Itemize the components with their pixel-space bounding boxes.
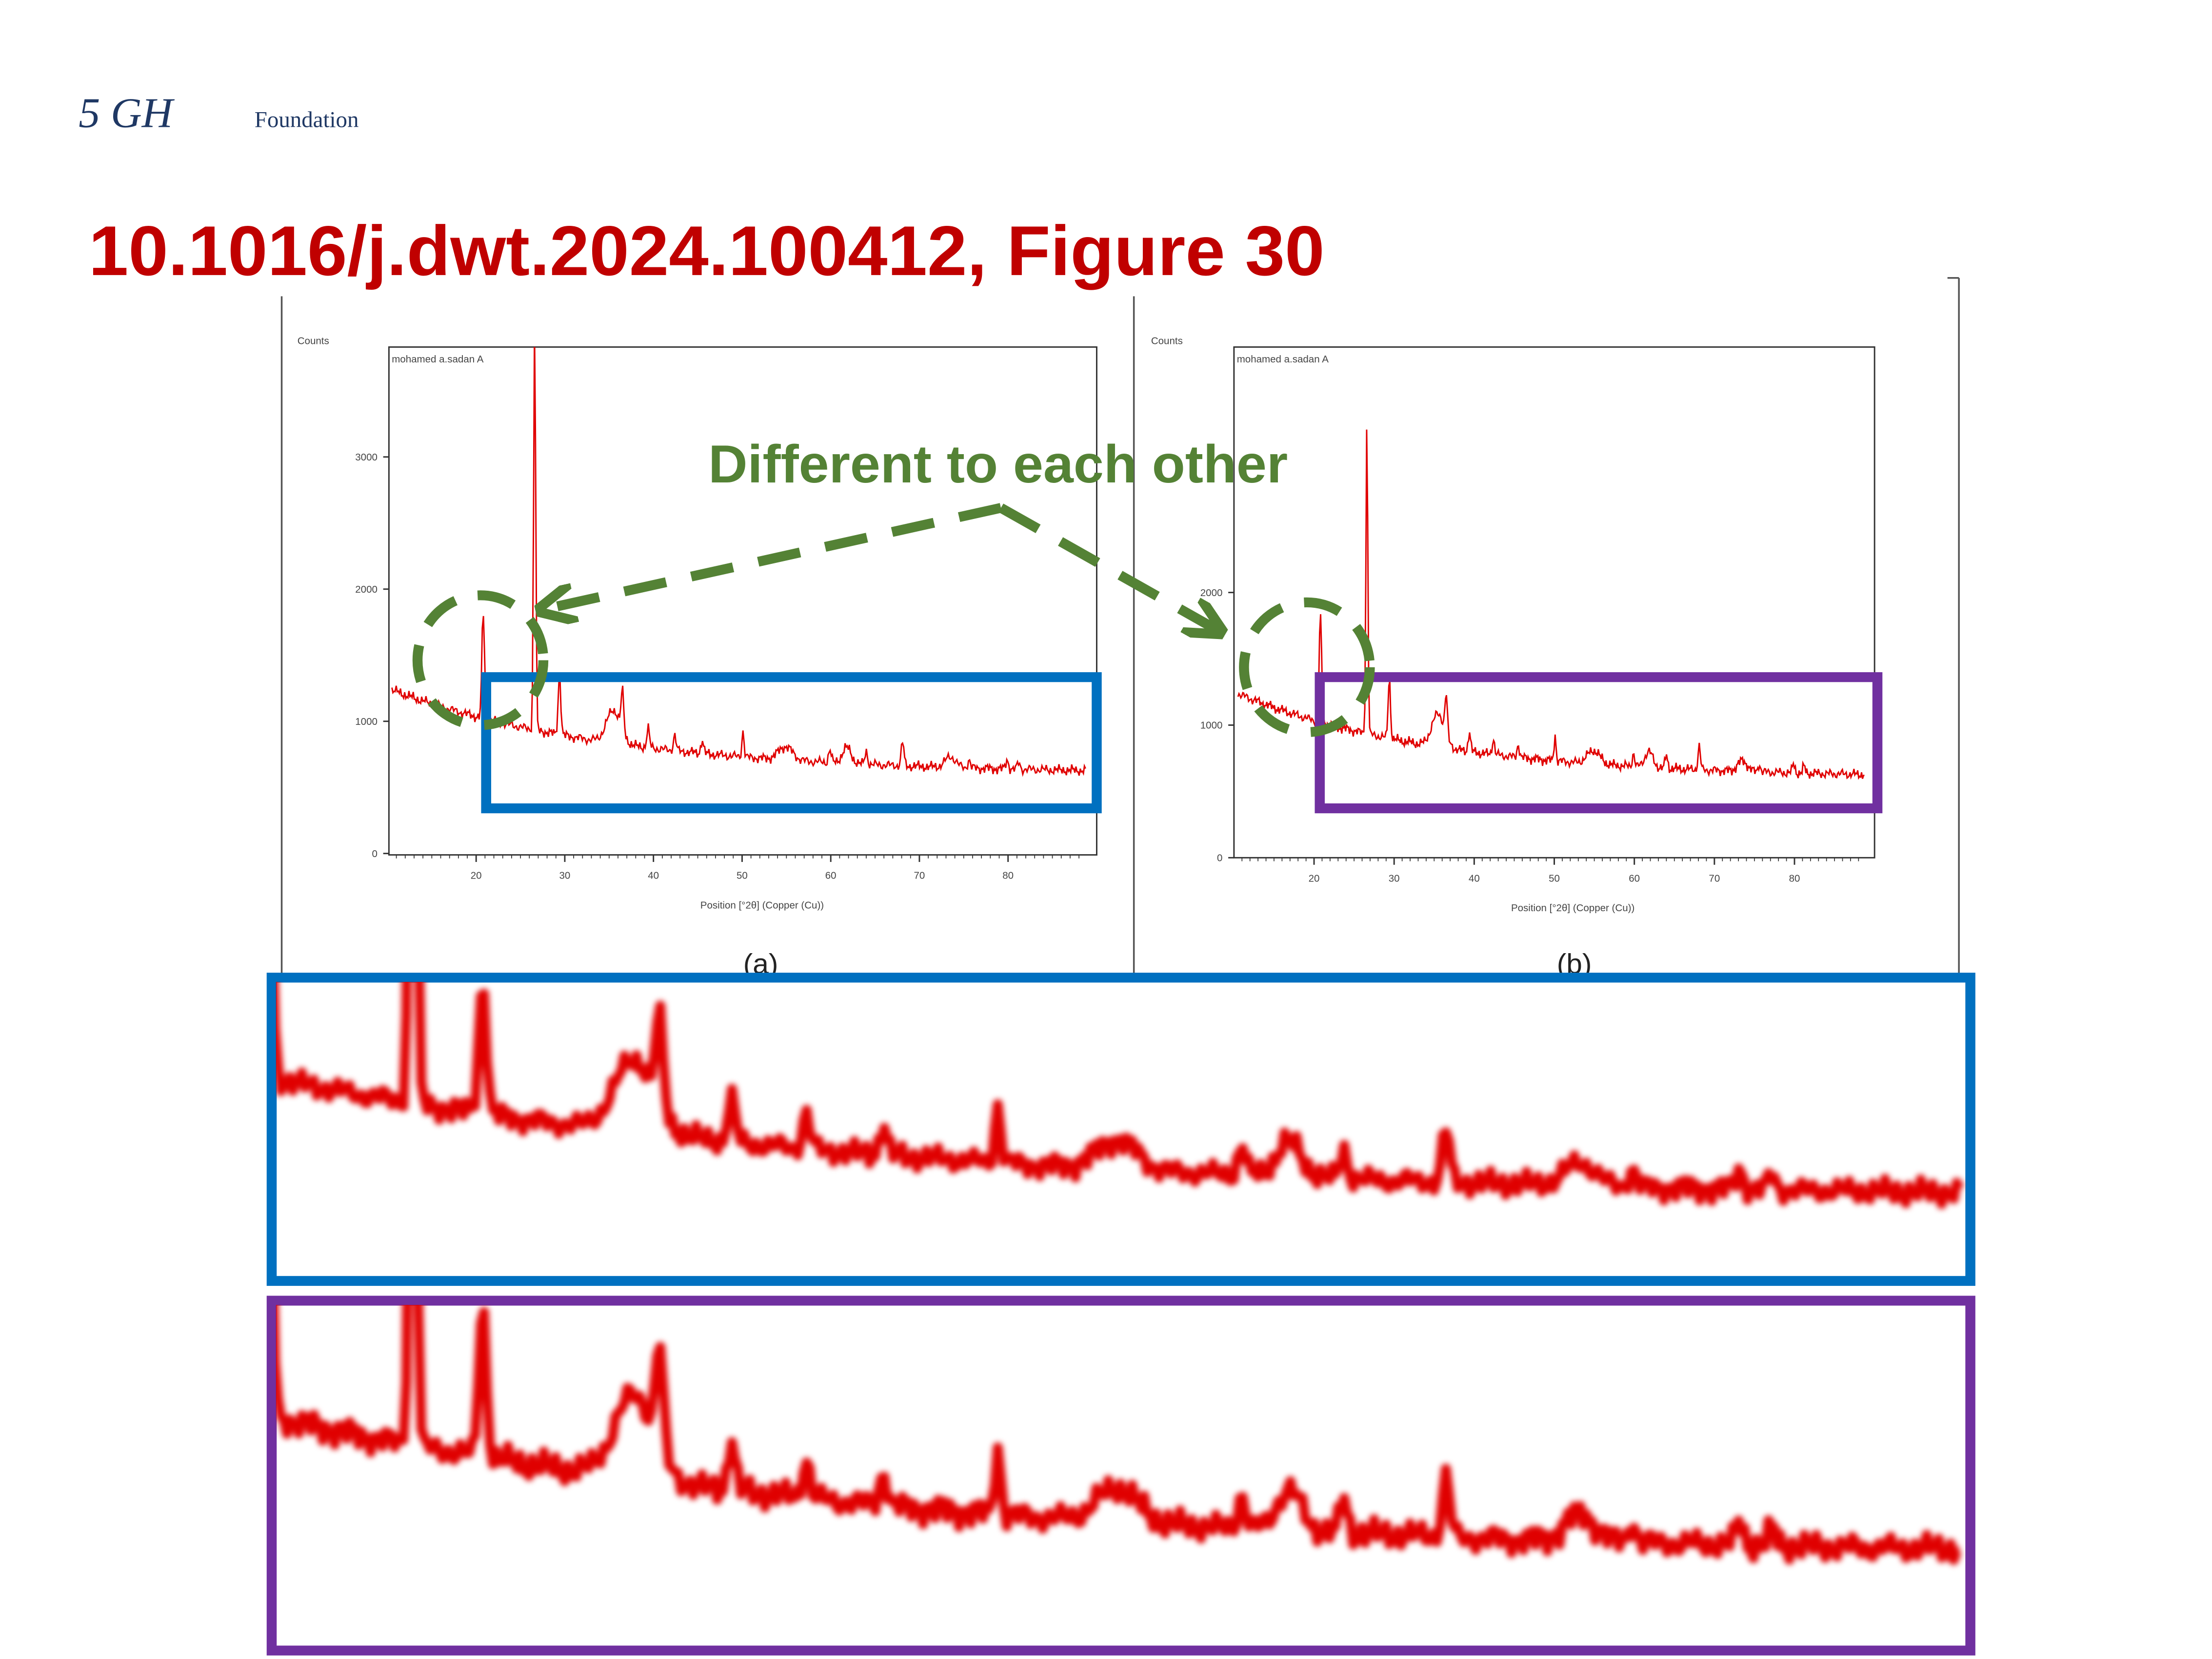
zoom-group — [276, 1305, 1962, 1565]
x-axis-label: Position [°2θ] (Copper (Cu)) — [700, 900, 824, 911]
x-tick-label: 40 — [1469, 874, 1480, 884]
x-tick-label: 70 — [914, 871, 925, 881]
figure-frame — [280, 277, 1960, 974]
highlight-box-a — [481, 672, 1102, 814]
zoom-curves — [276, 981, 1964, 1565]
x-tick-label: 50 — [1549, 874, 1560, 884]
zoom-diffractogram — [276, 1305, 1962, 1565]
x-tick-label: 80 — [1002, 871, 1014, 881]
zoom-diffractogram — [276, 981, 1964, 1209]
x-tick-label: 20 — [471, 871, 482, 881]
zoom-group — [276, 981, 1964, 1209]
x-tick-label: 60 — [1629, 874, 1640, 884]
circle-b — [1239, 597, 1375, 738]
arrows — [543, 503, 1218, 631]
x-tick-label: 20 — [1309, 874, 1320, 884]
x-tick-label: 50 — [737, 871, 748, 881]
x-tick-label: 30 — [559, 871, 571, 881]
y-axis-label: Counts — [1151, 336, 1183, 347]
y-tick-label: 0 — [372, 849, 377, 859]
y-tick-label: 3000 — [355, 452, 378, 463]
diffractogram — [391, 347, 1086, 777]
sample-name: mohamed a.sadan A — [1237, 354, 1329, 365]
annotation: Different to each other — [708, 435, 1288, 494]
sample-name: mohamed a.sadan A — [392, 354, 484, 365]
highlight-box-b — [1315, 672, 1883, 814]
x-tick-label: 40 — [648, 871, 659, 881]
logo-mark: 5 GH — [79, 89, 175, 136]
x-tick-label: 60 — [825, 871, 837, 881]
circle-a — [412, 590, 549, 730]
x-tick-label: 80 — [1789, 874, 1800, 884]
y-axis-label: Counts — [298, 336, 329, 347]
x-tick-label: 30 — [1389, 874, 1400, 884]
y-tick-label: 2000 — [355, 584, 378, 595]
diffractogram — [1237, 429, 1865, 780]
y-tick-label: 1000 — [1200, 720, 1223, 731]
y-tick-label: 2000 — [1200, 588, 1223, 599]
x-axis-label: Position [°2θ] (Copper (Cu)) — [1511, 903, 1634, 914]
y-tick-label: 0 — [1217, 853, 1222, 864]
x-tick-label: 70 — [1709, 874, 1720, 884]
figure-panels: Counts mohamed a.sadan A 3000 2000 1000 0 20 30… — [298, 336, 1875, 979]
slide-title: 10.1016/j.dwt.2024.100412, Figure 30 — [89, 211, 1325, 290]
y-tick-label: 1000 — [355, 717, 378, 727]
logo-text: Foundation — [255, 107, 359, 133]
